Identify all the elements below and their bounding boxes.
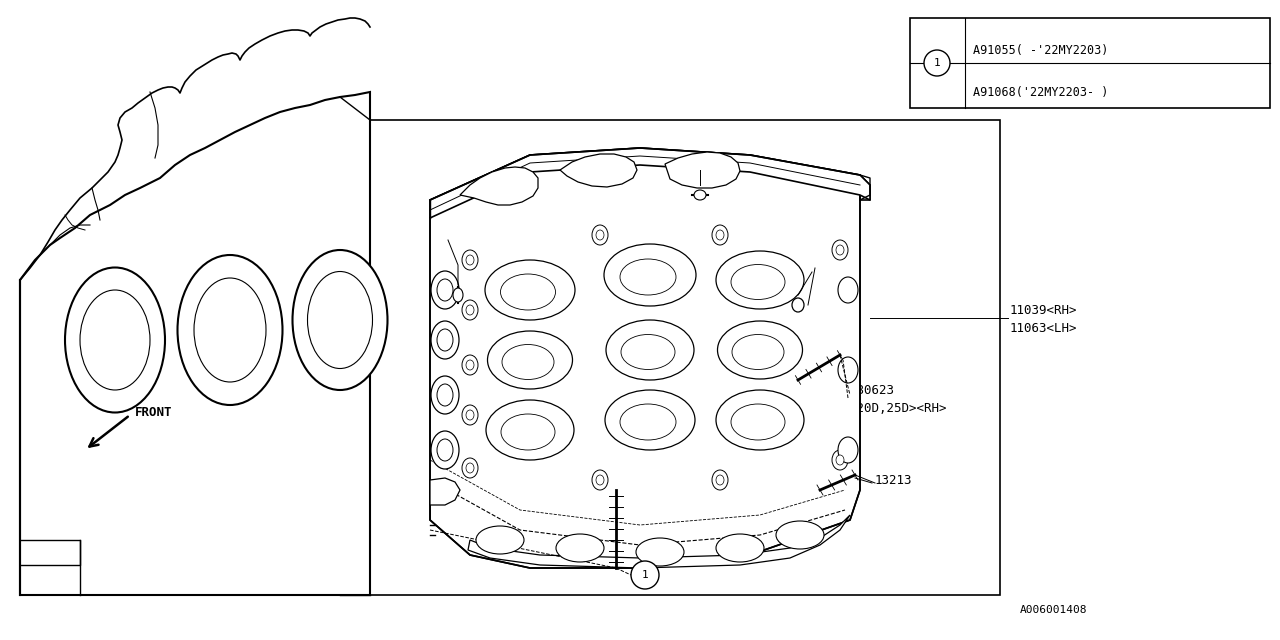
Ellipse shape	[732, 335, 783, 369]
Ellipse shape	[502, 344, 554, 380]
Ellipse shape	[436, 439, 453, 461]
Ellipse shape	[466, 360, 474, 370]
Text: A006001408: A006001408	[1020, 605, 1088, 615]
Text: 11063<LH>: 11063<LH>	[1010, 321, 1078, 335]
Ellipse shape	[621, 335, 675, 369]
Ellipse shape	[716, 475, 724, 485]
Ellipse shape	[466, 463, 474, 473]
Ellipse shape	[436, 329, 453, 351]
Ellipse shape	[500, 274, 556, 310]
Ellipse shape	[694, 190, 707, 200]
Ellipse shape	[832, 450, 849, 470]
Ellipse shape	[556, 534, 604, 562]
Ellipse shape	[488, 331, 572, 389]
Text: 1: 1	[933, 58, 941, 68]
Ellipse shape	[620, 259, 676, 295]
Ellipse shape	[453, 288, 463, 302]
Ellipse shape	[79, 290, 150, 390]
Text: 15027: 15027	[695, 159, 732, 172]
Ellipse shape	[596, 230, 604, 240]
Ellipse shape	[836, 455, 844, 465]
Ellipse shape	[620, 404, 676, 440]
Text: 1: 1	[641, 570, 649, 580]
Ellipse shape	[476, 526, 524, 554]
Ellipse shape	[293, 250, 388, 390]
Text: 15027: 15027	[431, 241, 468, 255]
Ellipse shape	[838, 437, 858, 463]
Ellipse shape	[462, 355, 477, 375]
Text: FRONT: FRONT	[134, 406, 173, 419]
Ellipse shape	[838, 357, 858, 383]
Circle shape	[631, 561, 659, 589]
Polygon shape	[468, 515, 850, 568]
Ellipse shape	[604, 244, 696, 306]
Text: A80623: A80623	[850, 383, 895, 397]
Bar	[370, 120, 1000, 595]
Ellipse shape	[466, 305, 474, 315]
Ellipse shape	[466, 255, 474, 265]
Ellipse shape	[731, 264, 785, 300]
Ellipse shape	[65, 268, 165, 413]
Polygon shape	[561, 154, 637, 187]
Text: 13213: 13213	[876, 474, 913, 486]
Ellipse shape	[462, 300, 477, 320]
Ellipse shape	[431, 376, 460, 414]
Ellipse shape	[776, 521, 824, 549]
Ellipse shape	[500, 414, 556, 450]
Bar	[910, 18, 1270, 108]
Ellipse shape	[718, 321, 803, 379]
Polygon shape	[430, 148, 870, 568]
Ellipse shape	[591, 225, 608, 245]
Polygon shape	[430, 478, 460, 505]
Ellipse shape	[436, 279, 453, 301]
Circle shape	[924, 50, 950, 76]
Ellipse shape	[605, 390, 695, 450]
Text: A91068('22MY2203- ): A91068('22MY2203- )	[973, 86, 1108, 99]
Ellipse shape	[832, 240, 849, 260]
Ellipse shape	[485, 260, 575, 320]
Ellipse shape	[462, 405, 477, 425]
Ellipse shape	[466, 410, 474, 420]
Ellipse shape	[436, 384, 453, 406]
Ellipse shape	[462, 458, 477, 478]
Text: 13212: 13212	[815, 259, 852, 271]
Polygon shape	[460, 167, 538, 205]
Ellipse shape	[486, 400, 573, 460]
Polygon shape	[666, 152, 740, 188]
Ellipse shape	[431, 431, 460, 469]
Ellipse shape	[836, 245, 844, 255]
Ellipse shape	[596, 475, 604, 485]
Ellipse shape	[716, 534, 764, 562]
Ellipse shape	[712, 470, 728, 490]
Ellipse shape	[716, 251, 804, 309]
Ellipse shape	[431, 321, 460, 359]
Ellipse shape	[716, 390, 804, 450]
Polygon shape	[430, 148, 870, 218]
Text: <LH>: <LH>	[435, 257, 465, 269]
Ellipse shape	[307, 271, 372, 369]
Ellipse shape	[591, 470, 608, 490]
Text: A91055( -'22MY2203): A91055( -'22MY2203)	[973, 44, 1108, 56]
Ellipse shape	[195, 278, 266, 382]
Ellipse shape	[462, 250, 477, 270]
Ellipse shape	[838, 277, 858, 303]
Ellipse shape	[178, 255, 283, 405]
Text: <20D,25D><RH>: <20D,25D><RH>	[850, 401, 947, 415]
Ellipse shape	[636, 538, 684, 566]
Ellipse shape	[716, 230, 724, 240]
Ellipse shape	[431, 271, 460, 309]
Ellipse shape	[731, 404, 785, 440]
Polygon shape	[20, 92, 370, 595]
Text: 11039<RH>: 11039<RH>	[1010, 303, 1078, 317]
Ellipse shape	[712, 225, 728, 245]
Ellipse shape	[792, 298, 804, 312]
Ellipse shape	[605, 320, 694, 380]
